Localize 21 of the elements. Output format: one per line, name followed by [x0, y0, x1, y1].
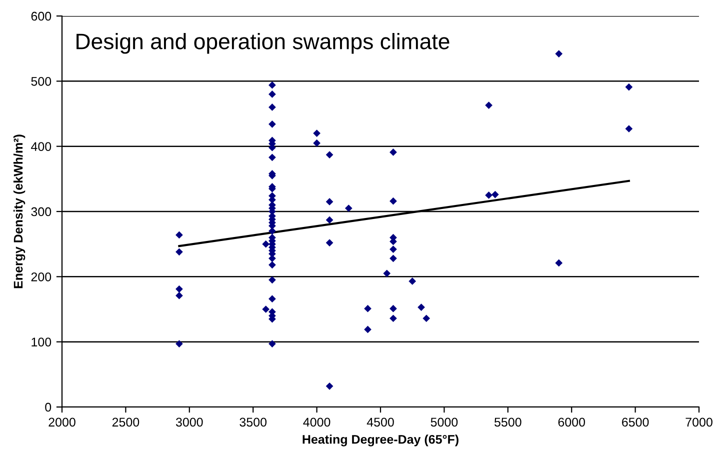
y-axis-title: Energy Density (ekWh/m²)	[13, 134, 26, 288]
y-tick-label: 200	[31, 272, 52, 282]
x-tick-label: 7000	[686, 418, 712, 427]
y-tick-label: 400	[31, 142, 52, 151]
x-tick-label: 4000	[303, 418, 330, 427]
x-tick-label: 2000	[48, 418, 76, 427]
y-tick-label: 0	[45, 402, 52, 412]
x-tick-label: 6000	[558, 418, 586, 427]
y-tick-label: 100	[32, 338, 52, 346]
text: Design and operation swamps climate	[76, 33, 450, 54]
x-tick-label: 3000	[176, 418, 203, 427]
x-tick-label: 5000	[430, 418, 458, 427]
x-tick-label: 5500	[494, 418, 522, 427]
x-tick-label: 4500	[366, 418, 394, 427]
y-tick-label: 500	[31, 76, 52, 86]
x-axis-title: Heating Degree-Day (65°F)	[302, 434, 458, 446]
x-tick-label: 3500	[240, 418, 267, 427]
x-tick-label: 6500	[622, 418, 649, 427]
x-tick-label: 2500	[112, 418, 140, 427]
y-tick-label: 300	[31, 207, 52, 216]
y-tick-label: 600	[31, 12, 52, 21]
